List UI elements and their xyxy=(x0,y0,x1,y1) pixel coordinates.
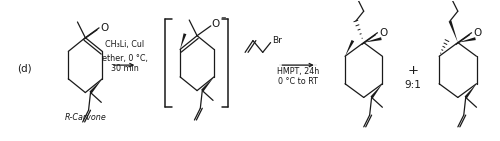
Text: O: O xyxy=(101,23,109,33)
Text: Br: Br xyxy=(272,36,282,45)
Polygon shape xyxy=(448,20,458,43)
Polygon shape xyxy=(364,37,382,43)
Text: 30 min: 30 min xyxy=(110,64,138,73)
Polygon shape xyxy=(464,84,476,98)
Text: R-Carvone: R-Carvone xyxy=(64,113,106,122)
Text: −: − xyxy=(220,15,226,21)
Text: O: O xyxy=(379,28,388,38)
Polygon shape xyxy=(345,40,354,56)
Polygon shape xyxy=(90,79,102,93)
Polygon shape xyxy=(201,77,214,92)
Text: 9:1: 9:1 xyxy=(404,80,421,90)
Text: O: O xyxy=(212,19,220,29)
Text: 0 °C to RT: 0 °C to RT xyxy=(278,77,318,86)
Text: +: + xyxy=(407,63,418,77)
Polygon shape xyxy=(458,37,476,43)
Polygon shape xyxy=(180,33,186,49)
Text: ether, 0 °C,: ether, 0 °C, xyxy=(102,54,148,63)
Polygon shape xyxy=(370,84,382,98)
Text: (d): (d) xyxy=(16,63,32,73)
Text: O: O xyxy=(474,28,482,38)
Text: HMPT, 24h: HMPT, 24h xyxy=(277,68,319,76)
Text: CH₃Li, CuI: CH₃Li, CuI xyxy=(105,40,144,49)
